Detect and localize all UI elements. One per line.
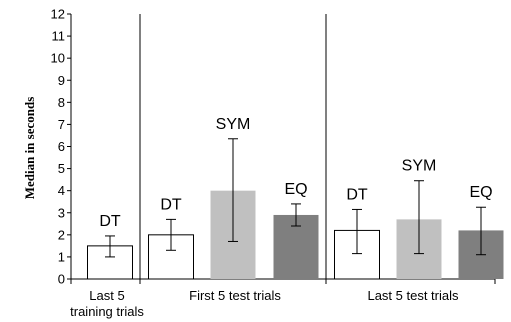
y-tick-label: 4: [58, 183, 65, 198]
y-tick-label: 9: [58, 73, 65, 88]
bar-label: DT: [346, 186, 368, 203]
bar-label: EQ: [284, 181, 307, 198]
y-axis-label-text: Median in seconds: [22, 96, 37, 200]
group-label-last-test: Last 5 test trials: [328, 288, 498, 304]
bar-label: DT: [99, 213, 121, 230]
y-tick-label: 3: [58, 205, 65, 220]
bars-layer: DT DT SYM EQ DT SYM EQ: [87, 116, 504, 280]
bar-label: DT: [160, 196, 182, 213]
group-label-training-line2: training trials: [70, 304, 144, 319]
group-label-training: Last 5 training trials: [62, 288, 152, 320]
y-tick-label: 11: [52, 29, 66, 44]
y-tick-label: 5: [58, 161, 65, 176]
group-label-first-test: First 5 test trials: [142, 288, 328, 304]
y-tick-label: 10: [51, 51, 65, 66]
y-tick-label: 1: [58, 249, 65, 264]
bar-label: EQ: [469, 184, 492, 201]
y-tick-label: 2: [58, 227, 65, 242]
group-label-first-test-line1: First 5 test trials: [189, 288, 281, 303]
y-tick-label: 0: [58, 272, 65, 287]
y-tick-label: 12: [51, 7, 65, 22]
group-separators: [70, 14, 496, 284]
group-label-training-line1: Last 5: [89, 288, 125, 303]
bar-label: SYM: [402, 158, 437, 175]
bar-label: SYM: [216, 116, 251, 133]
y-tick-label: 8: [58, 95, 65, 110]
y-tick-label: 6: [58, 139, 65, 154]
y-tick-label: 7: [58, 117, 65, 132]
group-label-last-test-line1: Last 5 test trials: [367, 288, 459, 303]
